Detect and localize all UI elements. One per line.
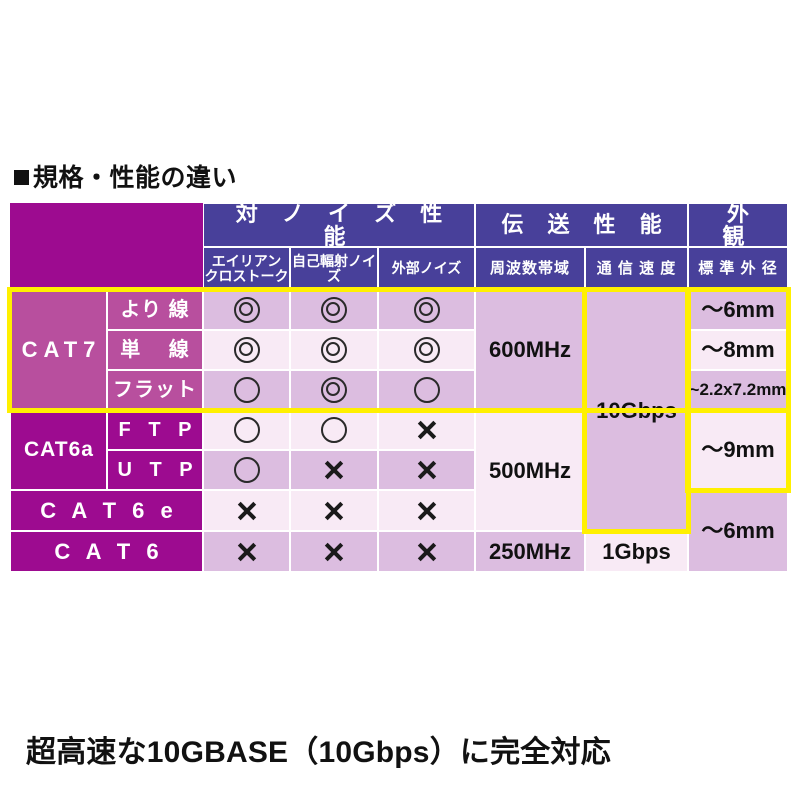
- column-header-alien-crosstalk-line1: エイリアン: [211, 253, 282, 270]
- cell-external-cat6a-utp: [378, 450, 475, 490]
- cell-diameter-cat7-solid: ～8mm: [688, 330, 788, 370]
- double-circle-icon: [321, 377, 347, 403]
- cell-external-cat6a-ftp: [378, 410, 475, 450]
- cell-external-cat7-solid: [378, 330, 475, 370]
- footer-caption: 超高速な10GBASE（10Gbps）に完全対応: [26, 736, 611, 769]
- cell-alien-cat7-flat: [203, 370, 290, 410]
- cell-external-cat6: [378, 531, 475, 572]
- column-header-speed: 通 信 速 度: [585, 247, 688, 290]
- row-category-cat7: CAT7: [10, 290, 107, 410]
- column-header-diameter: 標 準 外 径: [688, 247, 788, 290]
- spec-comparison-table: 対 ノ イ ズ 性 能 伝 送 性 能 外 観 エイリアン クロストーク 自己輻…: [7, 203, 791, 585]
- cell-external-cat6e: [378, 490, 475, 531]
- row-subtype-cat7-solid: 単 線: [107, 330, 203, 370]
- cell-alien-cat7-solid: [203, 330, 290, 370]
- cross-icon: [416, 541, 438, 563]
- square-bullet-icon: [14, 170, 29, 185]
- cross-icon: [323, 459, 345, 481]
- circle-icon: [321, 417, 347, 443]
- cell-self-cat7-stranded: [290, 290, 378, 330]
- cell-self-cat6a-utp: [290, 450, 378, 490]
- cross-icon: [323, 541, 345, 563]
- double-circle-icon: [233, 337, 260, 363]
- cell-diameter-cat6e-cat6: ～6mm: [688, 490, 788, 572]
- group-header-noise: 対 ノ イ ズ 性 能: [203, 203, 475, 247]
- double-circle-icon: [413, 297, 440, 323]
- cell-frequency-600mhz: 600MHz: [475, 290, 585, 410]
- cell-self-cat6a-ftp: [290, 410, 378, 450]
- cell-diameter-cat7-stranded: ～6mm: [688, 290, 788, 330]
- cell-diameter-cat6a: ～9mm: [688, 410, 788, 490]
- page-title: 規格・性能の違い: [14, 158, 237, 194]
- row-category-cat6: C A T 6: [10, 531, 203, 572]
- row-subtype-cat6a-utp: U T P: [107, 450, 203, 490]
- cell-self-cat7-solid: [290, 330, 378, 370]
- circle-icon: [413, 377, 440, 403]
- circle-icon: [233, 457, 260, 483]
- cross-icon: [416, 419, 438, 441]
- circle-icon: [233, 417, 260, 443]
- double-circle-icon: [321, 297, 347, 323]
- row-category-cat6a: CAT6a: [10, 410, 107, 490]
- cell-alien-cat6a-utp: [203, 450, 290, 490]
- cell-alien-cat6a-ftp: [203, 410, 290, 450]
- table-corner-blank: [10, 203, 203, 290]
- circle-icon: [233, 377, 260, 403]
- cell-external-cat7-flat: [378, 370, 475, 410]
- cell-diameter-cat7-flat: ~2.2x7.2mm: [688, 370, 788, 410]
- cell-alien-cat6: [203, 531, 290, 572]
- cell-alien-cat7-stranded: [203, 290, 290, 330]
- double-circle-icon: [413, 337, 440, 363]
- group-header-appearance: 外 観: [688, 203, 788, 247]
- cross-icon: [323, 500, 345, 522]
- cell-external-cat7-stranded: [378, 290, 475, 330]
- row-subtype-cat7-stranded: より 線: [107, 290, 203, 330]
- column-header-alien-crosstalk: エイリアン クロストーク: [203, 247, 290, 290]
- group-header-transmission: 伝 送 性 能: [475, 203, 688, 247]
- cross-icon: [416, 500, 438, 522]
- page-title-text: 規格・性能の違い: [33, 164, 238, 192]
- cell-speed-1gbps: 1Gbps: [585, 531, 688, 572]
- double-circle-icon: [321, 337, 347, 363]
- cross-icon: [236, 541, 258, 563]
- cross-icon: [236, 500, 258, 522]
- row-category-cat6e: C A T 6 e: [10, 490, 203, 531]
- cell-alien-cat6e: [203, 490, 290, 531]
- column-header-frequency: 周波数帯域: [475, 247, 585, 290]
- double-circle-icon: [233, 297, 260, 323]
- row-subtype-cat7-flat: フラット: [107, 370, 203, 410]
- cell-frequency-250mhz: 250MHz: [475, 531, 585, 572]
- cell-frequency-500mhz: 500MHz: [475, 410, 585, 531]
- column-header-alien-crosstalk-line2: クロストーク: [204, 267, 289, 284]
- cell-self-cat7-flat: [290, 370, 378, 410]
- column-header-self-radiation: 自己輻射ノイズ: [290, 247, 378, 290]
- cross-icon: [416, 459, 438, 481]
- cell-self-cat6e: [290, 490, 378, 531]
- column-header-external-noise: 外部ノイズ: [378, 247, 475, 290]
- cell-self-cat6: [290, 531, 378, 572]
- row-subtype-cat6a-ftp: F T P: [107, 410, 203, 450]
- cell-speed-10gbps: 10Gbps: [585, 290, 688, 531]
